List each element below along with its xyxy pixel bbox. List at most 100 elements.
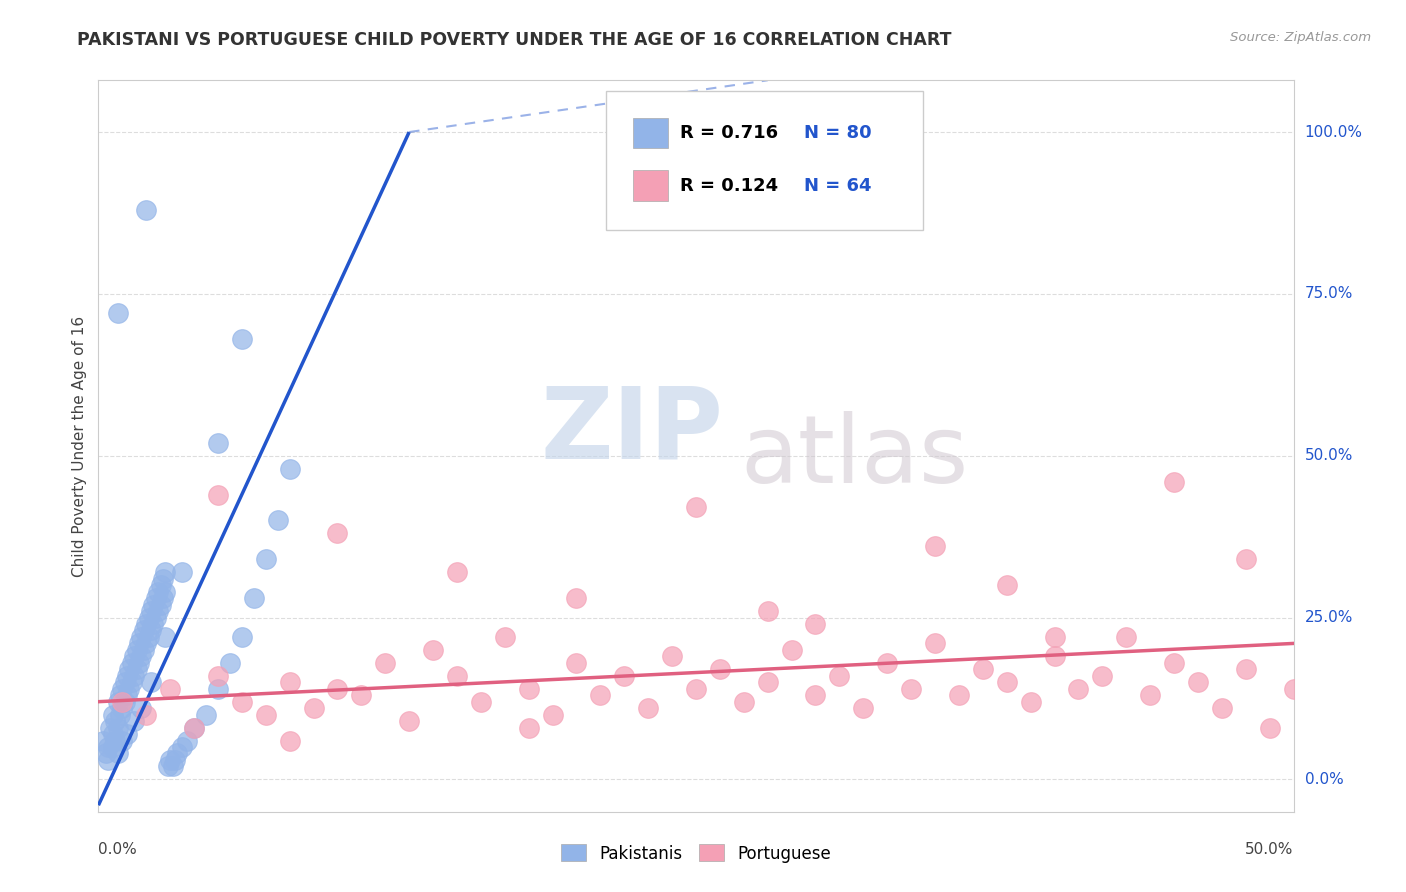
Point bbox=[115, 669, 138, 683]
Point bbox=[231, 695, 253, 709]
Text: 75.0%: 75.0% bbox=[1305, 286, 1353, 301]
Point bbox=[138, 630, 160, 644]
Point bbox=[142, 617, 165, 632]
Point bbox=[94, 747, 117, 761]
Text: R = 0.716: R = 0.716 bbox=[681, 124, 779, 142]
Point bbox=[852, 701, 875, 715]
Point bbox=[159, 681, 181, 696]
Point bbox=[91, 733, 114, 747]
Text: Source: ZipAtlas.com: Source: ZipAtlas.com bbox=[1230, 31, 1371, 45]
Point bbox=[1234, 662, 1257, 676]
Point bbox=[661, 649, 683, 664]
Point bbox=[124, 649, 146, 664]
Point bbox=[1187, 675, 1209, 690]
Point bbox=[172, 739, 194, 754]
Point bbox=[128, 656, 150, 670]
Point bbox=[142, 598, 165, 612]
Point bbox=[446, 566, 468, 580]
Point bbox=[107, 747, 129, 761]
Point bbox=[1091, 669, 1114, 683]
Point bbox=[637, 701, 659, 715]
Point bbox=[207, 487, 229, 501]
Point bbox=[1043, 630, 1066, 644]
Point bbox=[155, 566, 177, 580]
Point bbox=[156, 759, 179, 773]
Text: 50.0%: 50.0% bbox=[1246, 842, 1294, 857]
Point bbox=[162, 759, 184, 773]
Point bbox=[139, 624, 162, 638]
Point bbox=[107, 695, 129, 709]
Point bbox=[267, 513, 290, 527]
Point bbox=[107, 306, 129, 320]
Point bbox=[135, 617, 157, 632]
Point bbox=[111, 701, 134, 715]
Point bbox=[124, 669, 146, 683]
Point bbox=[1258, 721, 1281, 735]
Point bbox=[446, 669, 468, 683]
Text: ZIP: ZIP bbox=[541, 383, 724, 480]
Point bbox=[1234, 552, 1257, 566]
Point bbox=[1019, 695, 1042, 709]
Point bbox=[104, 714, 127, 728]
Point bbox=[589, 688, 612, 702]
Legend: Pakistanis, Portuguese: Pakistanis, Portuguese bbox=[554, 838, 838, 869]
Point bbox=[139, 675, 162, 690]
Point bbox=[995, 578, 1018, 592]
Point bbox=[565, 656, 588, 670]
Point bbox=[107, 721, 129, 735]
Point bbox=[101, 727, 124, 741]
Point bbox=[1163, 475, 1185, 489]
Point bbox=[804, 688, 827, 702]
Point bbox=[422, 643, 444, 657]
Text: N = 80: N = 80 bbox=[804, 124, 872, 142]
Point bbox=[948, 688, 970, 702]
Point bbox=[118, 662, 141, 676]
Text: 0.0%: 0.0% bbox=[1305, 772, 1343, 787]
Point bbox=[207, 681, 229, 696]
Point bbox=[254, 552, 277, 566]
Point bbox=[131, 649, 153, 664]
Point bbox=[278, 461, 301, 475]
Point bbox=[159, 753, 181, 767]
Point bbox=[121, 675, 143, 690]
Point bbox=[104, 733, 127, 747]
Point bbox=[176, 733, 198, 747]
Point bbox=[709, 662, 731, 676]
Point bbox=[326, 681, 349, 696]
Point bbox=[565, 591, 588, 606]
Point bbox=[131, 701, 153, 715]
Point bbox=[243, 591, 266, 606]
Point bbox=[350, 688, 373, 702]
Point bbox=[733, 695, 755, 709]
Point bbox=[924, 636, 946, 650]
Point bbox=[685, 681, 707, 696]
Point bbox=[111, 733, 134, 747]
Point bbox=[183, 721, 205, 735]
Point bbox=[121, 656, 143, 670]
Point bbox=[166, 747, 188, 761]
Point bbox=[278, 675, 301, 690]
Point bbox=[1163, 656, 1185, 670]
Point bbox=[326, 526, 349, 541]
Point bbox=[876, 656, 898, 670]
Text: R = 0.124: R = 0.124 bbox=[681, 177, 779, 194]
Point bbox=[132, 624, 155, 638]
Point bbox=[900, 681, 922, 696]
Point bbox=[155, 630, 177, 644]
Point bbox=[302, 701, 325, 715]
Point bbox=[780, 643, 803, 657]
Text: PAKISTANI VS PORTUGUESE CHILD POVERTY UNDER THE AGE OF 16 CORRELATION CHART: PAKISTANI VS PORTUGUESE CHILD POVERTY UN… bbox=[77, 31, 952, 49]
Point bbox=[149, 598, 172, 612]
Point bbox=[118, 681, 141, 696]
Point bbox=[207, 669, 229, 683]
Point bbox=[125, 643, 148, 657]
Point bbox=[924, 539, 946, 553]
Point bbox=[1282, 681, 1305, 696]
Point bbox=[108, 688, 131, 702]
Point bbox=[517, 681, 540, 696]
Point bbox=[101, 739, 124, 754]
Point bbox=[163, 753, 186, 767]
Point bbox=[278, 733, 301, 747]
Point bbox=[135, 202, 157, 217]
Point bbox=[124, 714, 146, 728]
